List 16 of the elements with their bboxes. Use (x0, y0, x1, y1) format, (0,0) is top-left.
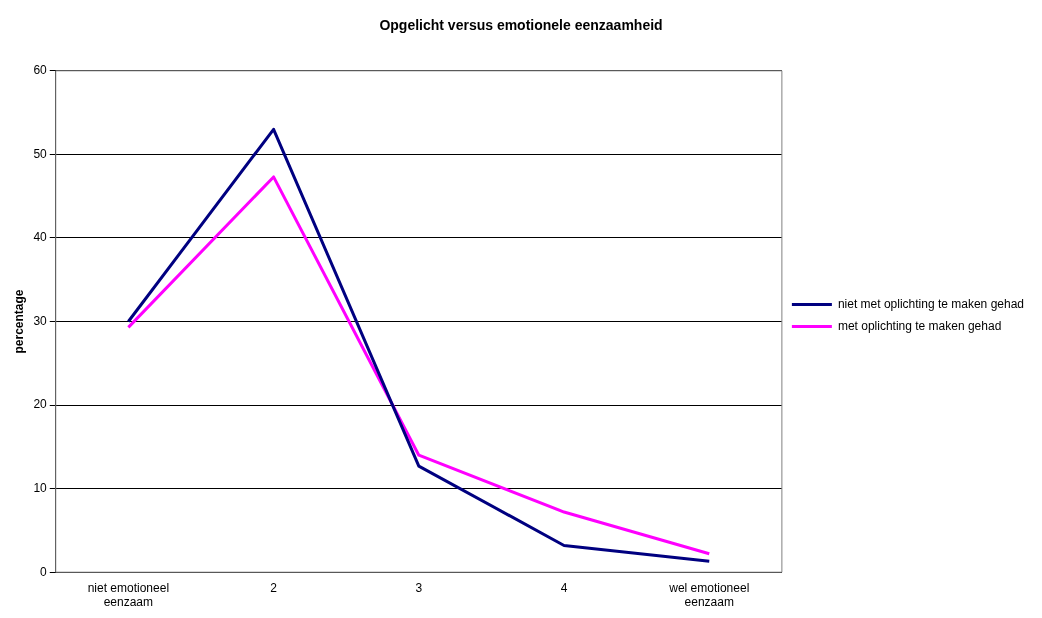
y-tick-label: 0 (40, 564, 48, 579)
chart-title: Opgelicht versus emotionele eenzaamheid (379, 17, 663, 34)
y-axis-title: percentage (11, 289, 26, 354)
x-tick-label: niet emotioneel eenzaam (87, 580, 170, 610)
legend-label: met oplichting te maken gehad (837, 318, 1002, 333)
y-tick-label: 20 (33, 397, 48, 412)
x-tick-label: wel emotioneel eenzaam (668, 580, 750, 610)
x-tick-label: 3 (415, 580, 423, 595)
legend-label: niet met oplichting te maken gehad (837, 296, 1025, 311)
y-tick-label: 60 (33, 63, 48, 78)
y-tick-label: 50 (33, 146, 48, 161)
x-tick-label: 4 (560, 580, 568, 595)
x-tick-label: 2 (270, 580, 278, 595)
y-tick-label: 30 (33, 313, 48, 328)
y-tick-label: 10 (33, 480, 48, 495)
y-tick-label: 40 (33, 230, 48, 245)
